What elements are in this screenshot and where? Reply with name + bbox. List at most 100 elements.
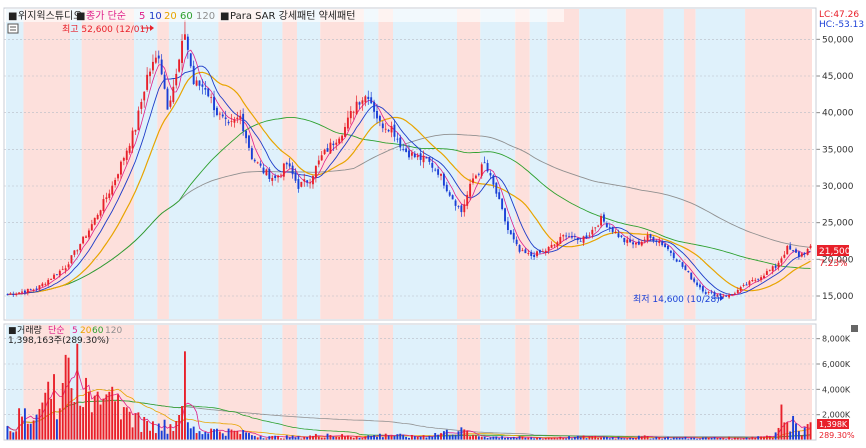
candle-down	[285, 162, 288, 165]
volume-bar	[149, 430, 151, 440]
candle-up	[809, 245, 812, 248]
volume-bar	[477, 436, 480, 440]
volume-bar	[111, 386, 114, 440]
volume-bar	[128, 411, 131, 440]
volume-bar	[544, 437, 547, 440]
candle-up	[768, 269, 771, 271]
volume-band-bear	[70, 325, 82, 439]
volume-bar	[719, 437, 722, 440]
volume-bar	[800, 435, 803, 440]
candle-up	[9, 293, 12, 295]
legend-square: ■	[8, 11, 17, 22]
volume-bar	[186, 422, 189, 440]
low-annotation: 최저 14,600 (10/28)	[633, 294, 724, 305]
price-axis: 15,000 20,000 25,000 30,000 35,000 40,000 45,0…	[816, 35, 854, 302]
volume-bar	[262, 438, 265, 440]
volume-bar	[317, 436, 320, 440]
volume-bar	[472, 434, 474, 440]
volume-bar	[53, 374, 55, 440]
candle-down	[649, 234, 652, 238]
volume-bar	[603, 437, 605, 440]
candle-up	[320, 155, 323, 161]
volume-bar	[629, 437, 632, 440]
candle-up	[143, 91, 146, 101]
candle-down	[294, 172, 297, 181]
candle-down	[696, 282, 699, 286]
volume-bar	[47, 381, 50, 440]
volume-bar	[87, 391, 90, 440]
ma60-label: 60	[180, 11, 193, 22]
chart-settings-icon[interactable]	[7, 23, 19, 34]
candle-up	[469, 183, 472, 197]
candle-down	[704, 292, 707, 294]
volume-band-bull	[218, 325, 263, 439]
candle-up	[364, 96, 367, 103]
candle-down	[405, 148, 408, 152]
legend-square-2: ■	[76, 11, 85, 22]
volume-pane-menu-icon[interactable]	[851, 325, 858, 332]
volume-bar	[774, 432, 777, 440]
candle-up	[87, 230, 90, 238]
volume-bar	[282, 438, 285, 440]
candle-down	[492, 175, 495, 185]
candle-up	[559, 236, 562, 244]
volume-bar	[693, 437, 696, 440]
volume-bar	[76, 343, 79, 440]
volume-bar	[480, 436, 483, 440]
volume-bar	[713, 437, 716, 440]
candle-up	[44, 283, 47, 285]
volume-bar	[777, 427, 780, 440]
candle-down	[445, 184, 448, 192]
volume-bar	[611, 437, 614, 440]
candle-up	[323, 149, 326, 155]
ma5-label: 5	[139, 11, 145, 22]
candle-up	[384, 128, 387, 130]
candle-down	[442, 173, 445, 186]
volume-bar	[524, 437, 527, 440]
candle-down	[35, 288, 38, 290]
volume-bar	[635, 438, 637, 440]
volume-bar	[233, 430, 236, 440]
volume-bar	[352, 437, 355, 440]
candle-down	[326, 148, 329, 152]
candle-down	[538, 249, 541, 253]
candle-up	[771, 266, 774, 271]
price-tick-label: 45,000	[822, 72, 854, 82]
candle-up	[26, 288, 29, 293]
candle-up	[96, 214, 99, 220]
candle-down	[189, 53, 192, 67]
candle-down	[268, 169, 271, 179]
candle-up	[635, 242, 637, 245]
volume-bar	[288, 437, 291, 440]
candle-up	[76, 250, 79, 252]
volume-bar	[483, 436, 486, 440]
volume-tick-label: 2,000K	[822, 411, 851, 420]
candle-up	[32, 289, 35, 291]
candle-up	[410, 152, 413, 156]
candle-up	[239, 115, 242, 119]
candle-up	[111, 185, 114, 195]
candle-down	[201, 84, 204, 87]
volume-bar	[326, 433, 329, 440]
volume-bar	[256, 437, 259, 440]
candle-up	[195, 80, 198, 86]
volume-bar	[6, 426, 9, 440]
trend-band-bull	[157, 9, 169, 319]
volume-tick-label: 8,000K	[822, 335, 851, 344]
volume-bar	[559, 436, 562, 440]
volume-band-bull	[320, 325, 364, 439]
candle-up	[763, 275, 765, 278]
volume-bar	[387, 435, 390, 440]
candle-down	[393, 124, 396, 137]
price-legend: ■ 위지윅스튜디오 ■ 종가 단순 5 10 20 60 120 ■ Para …	[4, 9, 564, 34]
volume-bar	[701, 437, 704, 440]
candle-down	[192, 65, 195, 85]
candle-down	[652, 236, 655, 242]
candle-down	[163, 74, 166, 89]
volume-bar	[408, 437, 410, 440]
candle-down	[585, 235, 588, 238]
trend-band-bull	[683, 9, 696, 319]
candle-down	[253, 159, 256, 162]
volume-bar	[501, 436, 504, 440]
volume-bar	[504, 437, 506, 440]
